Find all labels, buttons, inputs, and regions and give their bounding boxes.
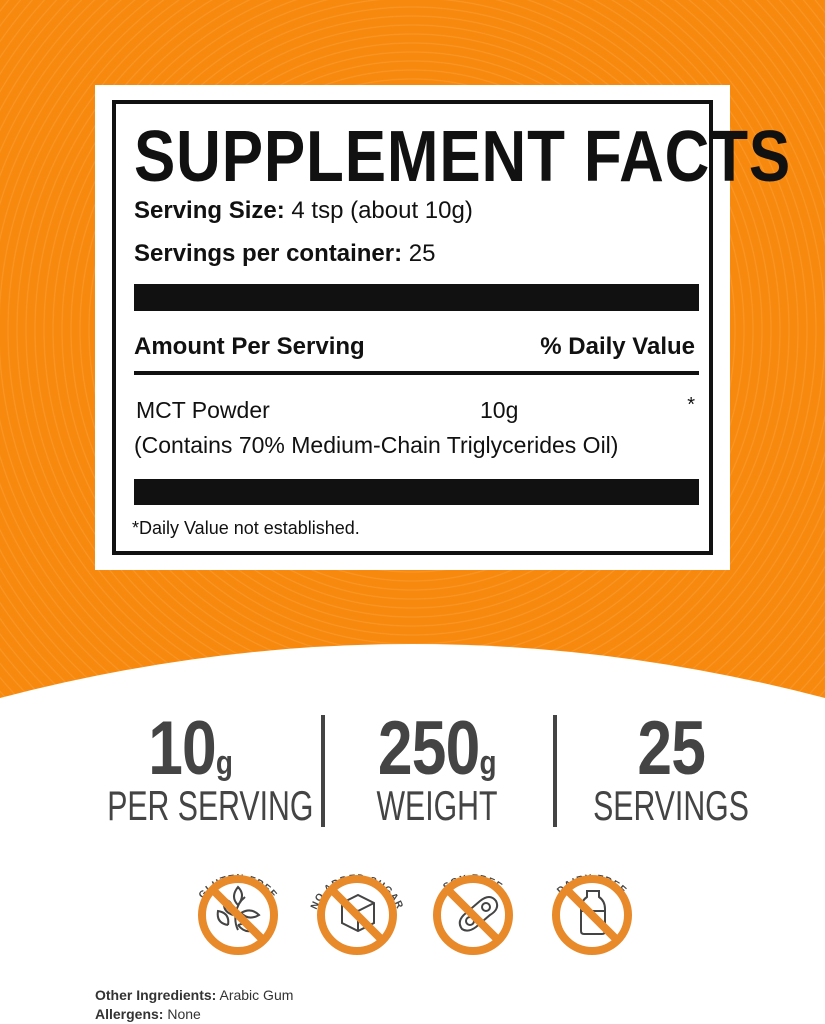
prohibition-circle-icon — [317, 875, 397, 955]
facts-title: SUPPLEMENT FACTS — [134, 117, 792, 197]
servings-value: 25 — [408, 240, 436, 267]
badge-gluten-free: GLUTEN FREE — [183, 855, 293, 965]
prohibition-slash — [445, 887, 501, 943]
serving-size-label: Serving Size: — [134, 197, 285, 224]
ingredient-dv: * — [687, 394, 695, 416]
footnote: *Daily Value not established. — [132, 518, 360, 538]
prohibition-circle-icon — [198, 875, 278, 955]
thick-divider — [134, 284, 699, 311]
serving-size-value: 4 tsp (about 10g) — [291, 197, 473, 224]
supplement-facts-panel: SUPPLEMENT FACTS Serving Size: 4 tsp (ab… — [95, 85, 790, 570]
stat-value: 10g — [148, 706, 233, 791]
prohibition-slash — [329, 887, 385, 943]
thin-divider — [134, 371, 699, 375]
other-ingredients: Other Ingredients: Arabic Gum — [95, 987, 293, 1003]
stat-value: 25 — [637, 706, 706, 791]
dv-header: % Daily Value — [540, 333, 695, 360]
badge-soy-free: SOY FREE — [418, 855, 528, 965]
ingredient-note: (Contains 70% Medium-Chain Triglycerides… — [134, 432, 619, 458]
badge-dairy-free: DAIRY FREE — [537, 855, 647, 965]
ingredients-label: Other Ingredients: — [95, 987, 217, 1003]
stat-divider — [321, 715, 325, 827]
facts-border: SUPPLEMENT FACTS Serving Size: 4 tsp (ab… — [112, 100, 790, 555]
allergens: Allergens: None — [95, 1006, 201, 1022]
stat-label: WEIGHT — [376, 782, 498, 829]
ingredient-amount: 10g — [480, 397, 519, 423]
stat-servings: 25 SERVINGS — [556, 705, 786, 830]
prohibition-slash — [564, 887, 620, 943]
ingredients-value: Arabic Gum — [219, 987, 294, 1003]
prohibition-circle-icon — [433, 875, 513, 955]
allergens-value: None — [167, 1006, 201, 1022]
stat-value: 250g — [378, 706, 497, 791]
stat-divider — [553, 715, 557, 827]
servings-per-container: Servings per container: 25 — [134, 240, 435, 268]
amount-header: Amount Per Serving — [134, 333, 365, 360]
badge-no-added-sugar: NO ADDED SUGAR — [302, 855, 412, 965]
stat-weight: 250g WEIGHT — [322, 705, 552, 830]
thick-divider — [134, 479, 699, 505]
stat-per-serving: 10g PER SERVING — [75, 705, 314, 830]
ingredient-name: MCT Powder — [136, 397, 270, 423]
serving-size: Serving Size: 4 tsp (about 10g) — [134, 197, 473, 225]
servings-label: Servings per container: — [134, 240, 403, 267]
stat-label: PER SERVING — [107, 782, 314, 829]
prohibition-circle-icon — [552, 875, 632, 955]
prohibition-slash — [210, 887, 266, 943]
stat-label: SERVINGS — [593, 782, 749, 829]
allergens-label: Allergens: — [95, 1006, 164, 1022]
